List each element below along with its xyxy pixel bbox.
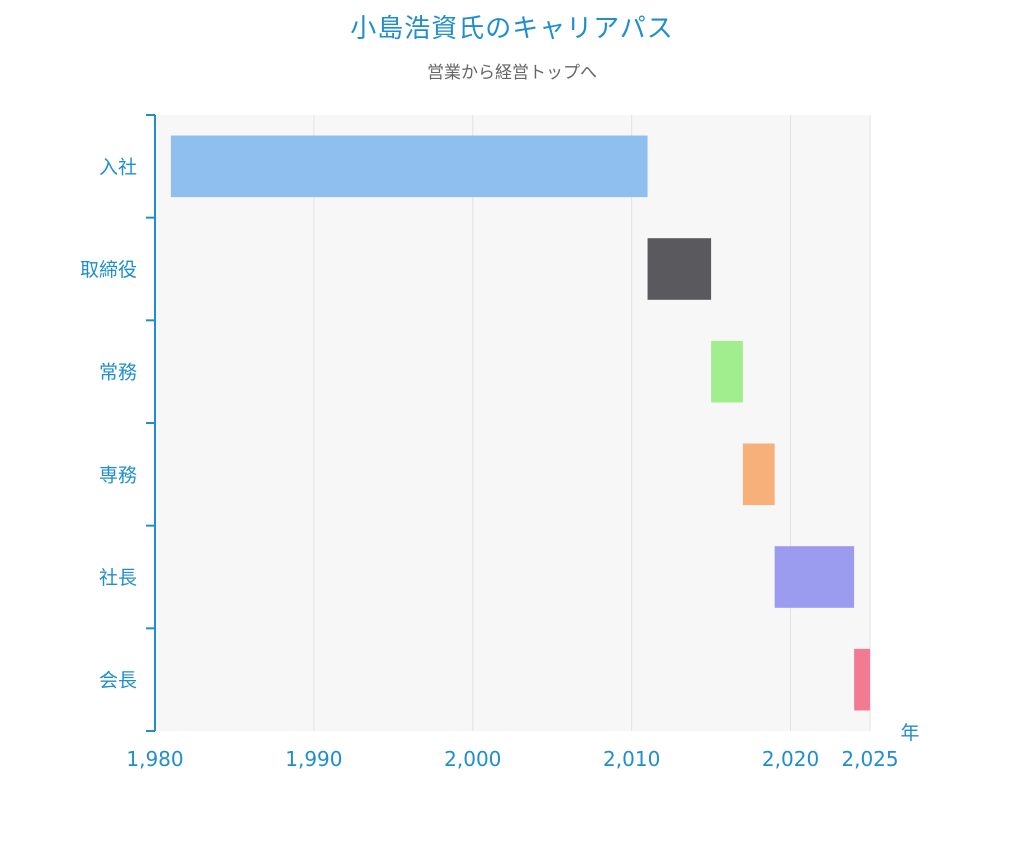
range-bar-6	[854, 648, 870, 711]
chart-title: 小島浩資氏のキャリアパス	[350, 14, 674, 44]
x-tick-label: 2,025	[841, 747, 898, 771]
y-tick-label: 専務	[99, 464, 137, 486]
range-bar-2	[647, 238, 712, 300]
x-tick-label: 2,020	[762, 747, 819, 771]
range-bar-1	[170, 135, 648, 198]
range-bar-3	[711, 340, 743, 403]
range-bar-4	[742, 443, 775, 506]
y-tick-label: 入社	[99, 156, 137, 178]
y-tick-label: 常務	[99, 362, 137, 384]
x-tick-label: 2,010	[603, 747, 660, 771]
y-tick-label: 会長	[99, 670, 137, 692]
chart-subtitle: 営業から経営トップへ	[427, 63, 597, 83]
y-tick-label: 社長	[99, 567, 137, 589]
range-bar-5	[774, 546, 855, 608]
x-tick-label: 1,990	[285, 747, 342, 771]
x-tick-label: 1,980	[126, 747, 183, 771]
plot-background	[155, 115, 870, 731]
y-tick-label: 取締役	[80, 259, 137, 281]
x-tick-label: 2,000	[444, 747, 501, 771]
x-axis-label: 年	[900, 722, 919, 744]
